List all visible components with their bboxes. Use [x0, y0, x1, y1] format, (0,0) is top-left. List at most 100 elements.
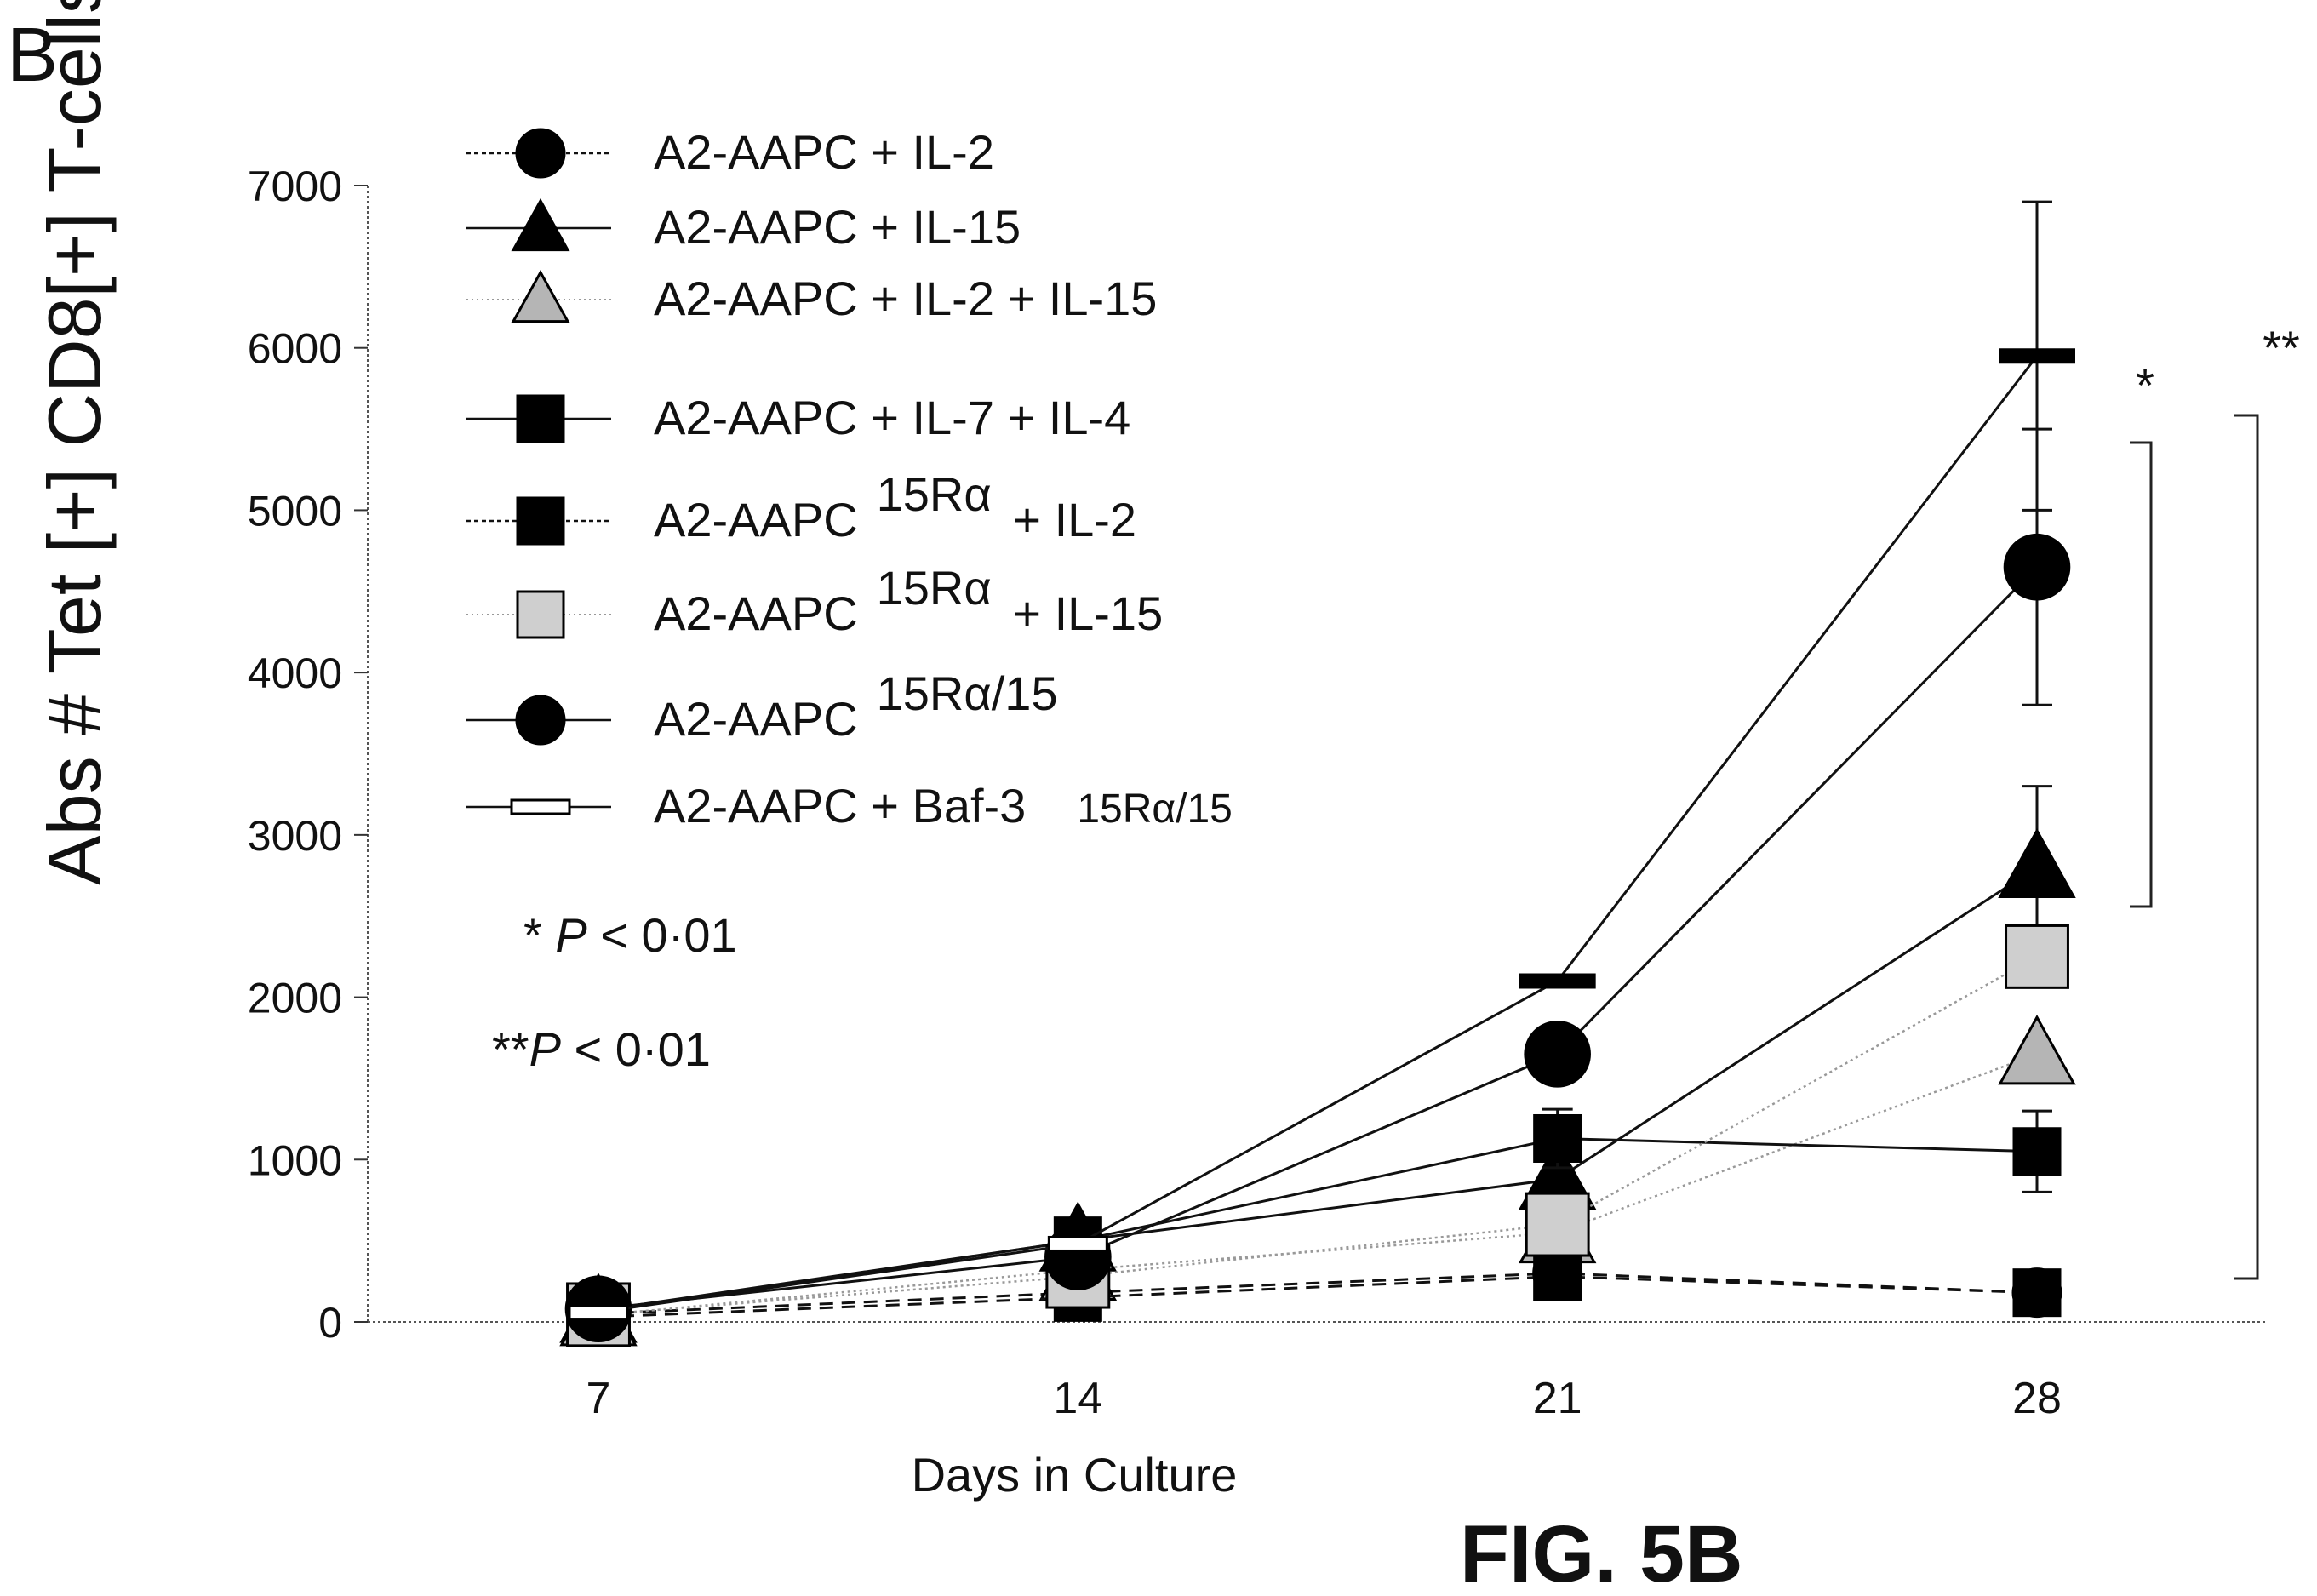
x-tick-label: 7 — [586, 1374, 611, 1423]
legend-label: A2-AAPC + IL-7 + IL-4 — [654, 391, 1130, 444]
p-annotation-1: * P < 0·01 — [523, 908, 737, 962]
p-annotation-1-star: * — [523, 908, 542, 962]
series-4-point — [2012, 1127, 2062, 1176]
legend-label-superscript: 15Rα/15 — [877, 666, 1058, 720]
legend-marker — [516, 590, 565, 639]
significance-bracket-2: ** — [2234, 321, 2300, 1280]
series-5 — [574, 1252, 2062, 1341]
legend-label-tail: + IL-2 — [1000, 493, 1136, 546]
x-tick-label: 28 — [2012, 1374, 2062, 1423]
svg-text:**P < 0·01: **P < 0·01 — [492, 1022, 711, 1076]
series-1-line — [598, 1272, 2038, 1315]
y-tick-label: 7000 — [248, 163, 342, 210]
legend-item-8: A2-AAPC + Baf-3 15Rα/15 — [466, 779, 1233, 832]
series-layer — [559, 200, 2076, 1347]
axes: 0 1000 2000 3000 4000 5000 6000 7000 7 14 21 28 — [248, 163, 2268, 1423]
series-6-line — [598, 955, 2038, 1316]
legend-label: A2-AAPC 15Rα + IL-2 — [654, 467, 1136, 546]
legend-label-superscript: 15Rα — [877, 467, 992, 521]
y-axis-title-main: Abs # Tet [+] CD8[+] T-cells x 10 — [32, 0, 117, 885]
significance-bracket-1: * — [2130, 358, 2154, 908]
series-8-point — [1999, 348, 2075, 364]
legend-item-2: A2-AAPC + IL-15 — [466, 197, 1021, 254]
p-annotation-2-p: P — [529, 1022, 561, 1076]
series-7 — [564, 427, 2071, 1343]
legend-label-tail: + IL-15 — [1000, 586, 1163, 640]
series-3-line — [598, 1053, 2038, 1317]
series-1 — [573, 1248, 2062, 1339]
series-3-point — [1998, 1015, 2076, 1085]
legend-marker — [516, 496, 565, 546]
legend-marker — [515, 695, 566, 746]
legend-marker — [510, 798, 571, 815]
series-5-point — [1533, 1252, 1582, 1301]
legend-label-main: A2-AAPC + IL-7 + IL-4 — [654, 391, 1130, 444]
series-2-point — [1998, 827, 2076, 899]
legend-item-5: A2-AAPC 15Rα + IL-2 — [466, 467, 1136, 546]
y-tick-label: 4000 — [248, 649, 342, 697]
legend-label-main: A2-AAPC + IL-15 — [654, 200, 1021, 254]
p-annotation-2-star: ** — [492, 1022, 529, 1076]
significance-bracket-2-label: ** — [2263, 321, 2300, 375]
y-tick-label: 2000 — [248, 975, 342, 1022]
legend-label-main: A2-AAPC — [654, 493, 858, 546]
series-5-point — [2012, 1268, 2062, 1318]
legend-marker — [511, 269, 570, 323]
series-8-line — [598, 355, 2039, 1314]
series-7-line — [598, 566, 2039, 1311]
legend-label-superscript: 15Rα — [877, 561, 992, 615]
significance-bracket-1-label: * — [2136, 358, 2154, 412]
series-7-point — [1044, 1223, 1112, 1291]
series-4-point — [1533, 1113, 1582, 1163]
series-5-line — [598, 1275, 2038, 1319]
legend-item-6: A2-AAPC 15Rα + IL-15 — [466, 561, 1163, 640]
figure-label: FIG. 5B — [1460, 1509, 1743, 1596]
legend-marker — [511, 197, 570, 252]
p-annotation-1-text: < 0·01 — [600, 908, 736, 962]
legend-label-main: A2-AAPC — [654, 586, 858, 640]
legend-item-3: A2-AAPC + IL-2 + IL-15 — [466, 269, 1157, 325]
series-2-line — [598, 866, 2038, 1314]
legend-label: A2-AAPC + IL-2 + IL-15 — [654, 272, 1157, 325]
p-annotation-1-p: P — [555, 908, 586, 962]
p-annotation-2-text: < 0·01 — [575, 1022, 711, 1076]
legend-label: A2-AAPC + IL-15 — [654, 200, 1021, 254]
y-tick-label: 1000 — [248, 1136, 342, 1184]
legend-item-4: A2-AAPC + IL-7 + IL-4 — [466, 391, 1130, 444]
legend-label: A2-AAPC 15Rα + IL-15 — [654, 561, 1163, 640]
legend-item-7: A2-AAPC 15Rα/15 — [466, 666, 1058, 746]
y-tick-label: 5000 — [248, 487, 342, 535]
series-8-point — [1519, 973, 1596, 989]
legend-marker — [515, 128, 566, 179]
y-tick-label: 0 — [318, 1299, 342, 1347]
series-6-point — [1525, 1192, 1590, 1257]
legend-label-superscript: 15Rα/15 — [1077, 787, 1233, 832]
panel-label: B — [7, 13, 58, 98]
legend-label: A2-AAPC + Baf-3 15Rα/15 — [654, 779, 1233, 832]
legend-marker — [516, 394, 565, 443]
legend-label-main: A2-AAPC + IL-2 + IL-15 — [654, 272, 1157, 325]
x-tick-label: 14 — [1053, 1374, 1102, 1423]
series-4 — [574, 1107, 2062, 1336]
y-tick-label: 3000 — [248, 812, 342, 860]
y-axis-title: Abs # Tet [+] CD8[+] T-cells x 104 — [32, 0, 135, 885]
series-8-point — [1047, 1235, 1108, 1252]
legend-label-main: A2-AAPC + Baf-3 — [654, 779, 1026, 832]
legend-label-main: A2-AAPC — [654, 692, 858, 746]
svg-text:Abs # Tet [+] CD8[+] T-cells x: Abs # Tet [+] CD8[+] T-cells x 104 — [32, 0, 135, 885]
svg-text:* P < 0·01: * P < 0·01 — [523, 908, 737, 962]
x-tick-label: 21 — [1533, 1374, 1582, 1423]
legend: A2-AAPC + IL-2 A2-AAPC + IL-15 A2-AAPC + I… — [466, 125, 1233, 832]
legend-item-1: A2-AAPC + IL-2 — [466, 125, 994, 179]
legend-label: A2-AAPC + IL-2 — [654, 125, 994, 179]
legend-label: A2-AAPC 15Rα/15 — [654, 666, 1058, 746]
series-7-point — [2003, 533, 2071, 601]
series-8 — [568, 200, 2075, 1321]
legend-label-main: A2-AAPC + IL-2 — [654, 125, 994, 179]
y-tick-label: 6000 — [248, 325, 342, 373]
series-3 — [559, 1015, 2076, 1347]
series-4-line — [598, 1136, 2038, 1313]
p-annotation-2: **P < 0·01 — [492, 1022, 711, 1076]
series-7-point — [1524, 1021, 1591, 1088]
